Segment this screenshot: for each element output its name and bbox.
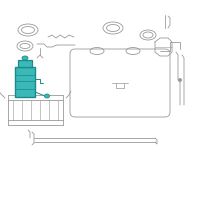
FancyBboxPatch shape (15, 67, 35, 97)
Ellipse shape (22, 56, 28, 60)
FancyBboxPatch shape (18, 60, 32, 67)
Ellipse shape (44, 94, 50, 98)
Ellipse shape (179, 78, 182, 82)
